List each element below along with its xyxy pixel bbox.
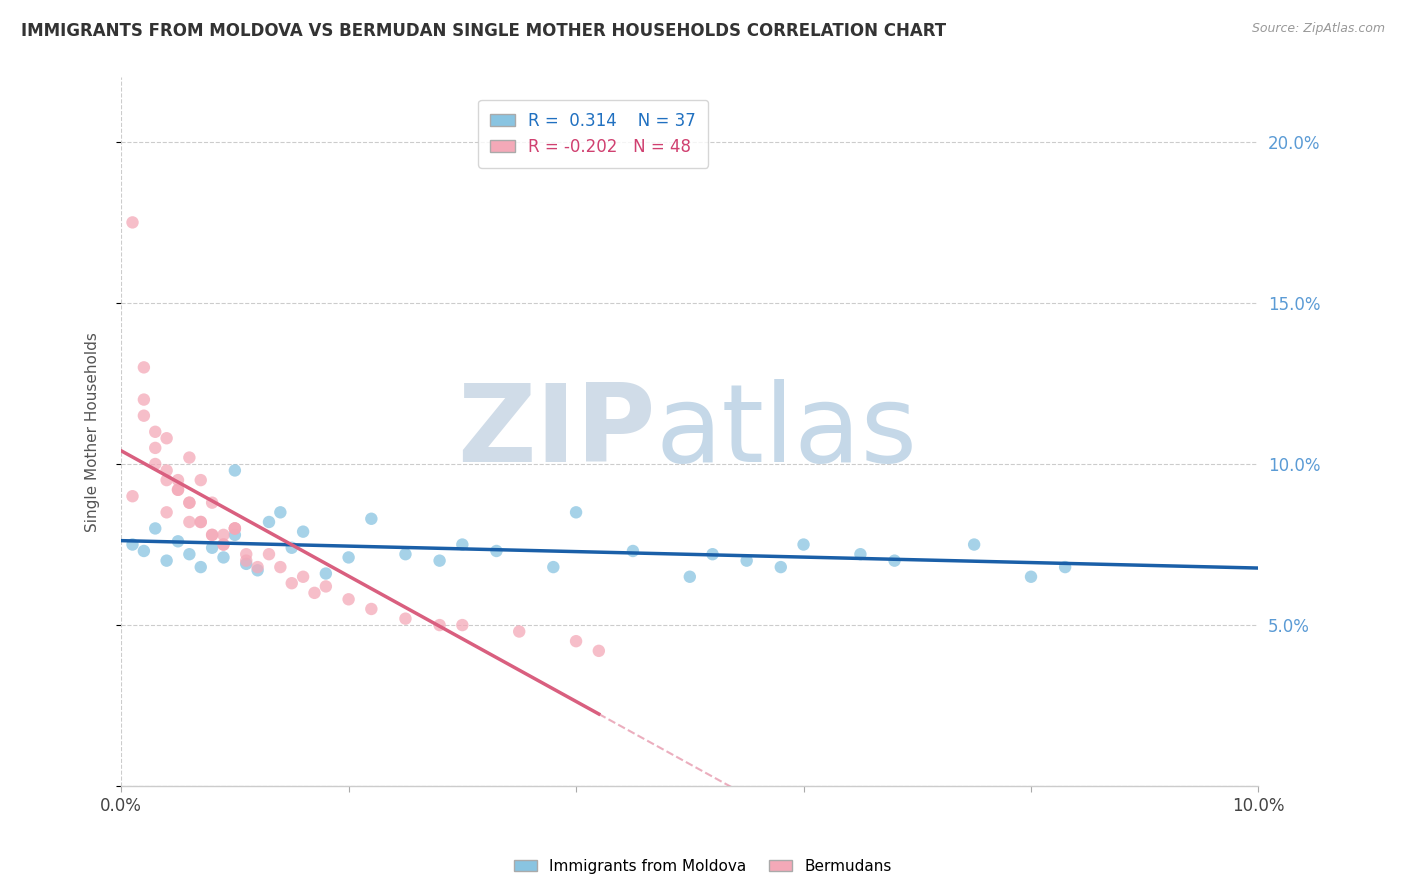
Point bbox=[179, 496, 201, 510]
Point bbox=[769, 560, 792, 574]
Point bbox=[212, 537, 235, 551]
Point bbox=[702, 547, 724, 561]
Point bbox=[292, 524, 315, 539]
Point bbox=[212, 537, 235, 551]
Point bbox=[735, 554, 758, 568]
Point bbox=[394, 612, 416, 626]
Point bbox=[132, 409, 155, 423]
Point bbox=[212, 550, 235, 565]
Point bbox=[269, 505, 291, 519]
Point bbox=[156, 554, 179, 568]
Y-axis label: Single Mother Households: Single Mother Households bbox=[86, 332, 100, 532]
Point bbox=[156, 463, 179, 477]
Point bbox=[224, 528, 246, 542]
Point bbox=[179, 450, 201, 465]
Point bbox=[143, 441, 166, 455]
Point bbox=[190, 473, 212, 487]
Point bbox=[224, 521, 246, 535]
Point bbox=[257, 547, 280, 561]
Point bbox=[315, 566, 337, 581]
Point bbox=[565, 505, 588, 519]
Point bbox=[543, 560, 565, 574]
Point bbox=[963, 537, 986, 551]
Point bbox=[588, 644, 610, 658]
Point bbox=[883, 554, 905, 568]
Point bbox=[224, 521, 246, 535]
Text: IMMIGRANTS FROM MOLDOVA VS BERMUDAN SINGLE MOTHER HOUSEHOLDS CORRELATION CHART: IMMIGRANTS FROM MOLDOVA VS BERMUDAN SING… bbox=[21, 22, 946, 40]
Point bbox=[201, 528, 224, 542]
Point bbox=[167, 473, 190, 487]
Point bbox=[132, 360, 155, 375]
Point bbox=[224, 463, 246, 477]
Point bbox=[156, 505, 179, 519]
Point bbox=[167, 534, 190, 549]
Point bbox=[121, 537, 143, 551]
Point bbox=[1019, 570, 1042, 584]
Point bbox=[190, 515, 212, 529]
Point bbox=[565, 634, 588, 648]
Point bbox=[1054, 560, 1077, 574]
Point bbox=[360, 602, 382, 616]
Point bbox=[451, 618, 474, 632]
Point bbox=[337, 550, 360, 565]
Point bbox=[246, 560, 269, 574]
Point bbox=[235, 554, 257, 568]
Point bbox=[156, 473, 179, 487]
Point bbox=[201, 541, 224, 555]
Point bbox=[156, 431, 179, 445]
Point bbox=[621, 544, 644, 558]
Point bbox=[201, 496, 224, 510]
Point bbox=[485, 544, 508, 558]
Point bbox=[849, 547, 872, 561]
Point bbox=[190, 515, 212, 529]
Point bbox=[280, 576, 302, 591]
Point bbox=[167, 483, 190, 497]
Point bbox=[132, 544, 155, 558]
Point bbox=[235, 557, 257, 571]
Point bbox=[224, 521, 246, 535]
Text: atlas: atlas bbox=[655, 379, 918, 484]
Point bbox=[179, 547, 201, 561]
Legend: Immigrants from Moldova, Bermudans: Immigrants from Moldova, Bermudans bbox=[508, 853, 898, 880]
Legend: R =  0.314    N = 37, R = -0.202   N = 48: R = 0.314 N = 37, R = -0.202 N = 48 bbox=[478, 100, 707, 168]
Point bbox=[235, 547, 257, 561]
Point bbox=[337, 592, 360, 607]
Point bbox=[269, 560, 291, 574]
Point bbox=[304, 586, 326, 600]
Point bbox=[143, 457, 166, 471]
Point bbox=[167, 483, 190, 497]
Point bbox=[679, 570, 702, 584]
Point bbox=[292, 570, 315, 584]
Point bbox=[132, 392, 155, 407]
Point bbox=[315, 579, 337, 593]
Point bbox=[508, 624, 530, 639]
Point bbox=[429, 618, 451, 632]
Point bbox=[143, 521, 166, 535]
Point bbox=[246, 563, 269, 577]
Point bbox=[394, 547, 416, 561]
Point bbox=[121, 489, 143, 503]
Point bbox=[280, 541, 302, 555]
Point bbox=[179, 496, 201, 510]
Text: ZIP: ZIP bbox=[457, 379, 655, 484]
Text: Source: ZipAtlas.com: Source: ZipAtlas.com bbox=[1251, 22, 1385, 36]
Point bbox=[121, 215, 143, 229]
Point bbox=[257, 515, 280, 529]
Point bbox=[429, 554, 451, 568]
Point bbox=[793, 537, 815, 551]
Point bbox=[179, 515, 201, 529]
Point bbox=[360, 512, 382, 526]
Point bbox=[190, 560, 212, 574]
Point bbox=[201, 528, 224, 542]
Point bbox=[212, 528, 235, 542]
Point bbox=[143, 425, 166, 439]
Point bbox=[451, 537, 474, 551]
